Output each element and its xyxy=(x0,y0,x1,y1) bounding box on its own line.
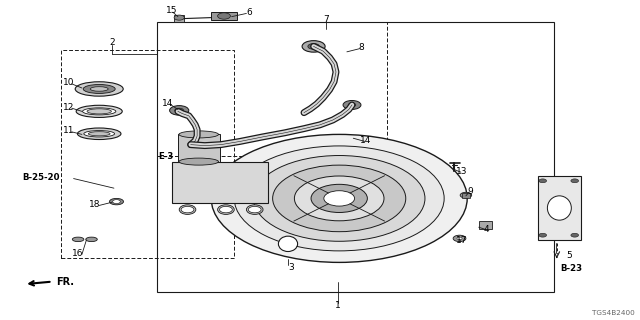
Circle shape xyxy=(273,165,406,232)
Circle shape xyxy=(348,103,356,107)
Circle shape xyxy=(539,179,547,183)
Ellipse shape xyxy=(86,237,97,242)
Circle shape xyxy=(175,108,184,113)
Ellipse shape xyxy=(246,205,263,214)
Ellipse shape xyxy=(179,205,196,214)
Text: 8: 8 xyxy=(359,43,364,52)
Bar xyxy=(178,134,220,162)
Circle shape xyxy=(457,237,462,240)
Ellipse shape xyxy=(109,198,124,205)
Text: 6: 6 xyxy=(247,8,252,17)
Text: B-23: B-23 xyxy=(560,264,582,273)
Circle shape xyxy=(311,184,367,212)
Circle shape xyxy=(460,192,472,198)
Ellipse shape xyxy=(83,108,116,115)
Circle shape xyxy=(113,200,120,204)
Circle shape xyxy=(302,41,325,52)
Text: 9: 9 xyxy=(468,187,473,196)
Ellipse shape xyxy=(218,205,234,214)
Circle shape xyxy=(181,206,194,213)
Circle shape xyxy=(324,191,355,206)
Text: 10: 10 xyxy=(63,78,75,87)
Ellipse shape xyxy=(84,131,115,137)
Bar xyxy=(538,176,581,240)
Text: 12: 12 xyxy=(63,103,75,112)
Text: B-25-20: B-25-20 xyxy=(22,173,60,182)
Bar xyxy=(479,221,492,229)
Text: TGS4B2400: TGS4B2400 xyxy=(592,310,635,316)
Ellipse shape xyxy=(72,237,84,242)
Ellipse shape xyxy=(83,84,115,93)
Text: 15: 15 xyxy=(166,6,177,15)
Ellipse shape xyxy=(87,109,111,114)
Circle shape xyxy=(211,134,467,262)
Circle shape xyxy=(220,206,232,213)
Text: 1: 1 xyxy=(335,301,340,310)
Ellipse shape xyxy=(77,128,121,140)
Text: FR.: FR. xyxy=(56,277,74,287)
Circle shape xyxy=(308,44,319,49)
Circle shape xyxy=(234,146,444,251)
Text: 5: 5 xyxy=(567,251,572,260)
Text: 3: 3 xyxy=(289,263,294,272)
Text: E-3: E-3 xyxy=(159,152,174,161)
Ellipse shape xyxy=(179,158,218,165)
Circle shape xyxy=(571,233,579,237)
Bar xyxy=(172,162,268,203)
Ellipse shape xyxy=(278,236,298,252)
Text: 14: 14 xyxy=(162,99,173,108)
Circle shape xyxy=(539,233,547,237)
Circle shape xyxy=(453,235,466,242)
Bar xyxy=(157,22,387,156)
Text: 18: 18 xyxy=(89,200,100,209)
Text: 4: 4 xyxy=(484,225,489,234)
Text: 17: 17 xyxy=(456,236,468,245)
Bar xyxy=(174,15,184,22)
Circle shape xyxy=(253,156,425,241)
Ellipse shape xyxy=(547,196,572,220)
Circle shape xyxy=(170,106,189,115)
Text: 7: 7 xyxy=(324,15,329,24)
Ellipse shape xyxy=(88,132,110,136)
Circle shape xyxy=(343,100,361,109)
Bar xyxy=(61,50,234,258)
Text: 11: 11 xyxy=(63,126,75,135)
Circle shape xyxy=(294,176,384,221)
Ellipse shape xyxy=(76,82,123,96)
Text: 14: 14 xyxy=(360,136,372,145)
Ellipse shape xyxy=(179,131,218,138)
Bar xyxy=(211,12,237,20)
Circle shape xyxy=(218,13,230,19)
Circle shape xyxy=(248,206,261,213)
Ellipse shape xyxy=(90,87,108,91)
Ellipse shape xyxy=(76,105,122,117)
Bar xyxy=(462,193,470,198)
Bar xyxy=(157,22,554,292)
Text: 13: 13 xyxy=(456,167,468,176)
Circle shape xyxy=(571,179,579,183)
Text: 2: 2 xyxy=(109,38,115,47)
Circle shape xyxy=(174,15,184,20)
Text: 16: 16 xyxy=(72,249,84,258)
